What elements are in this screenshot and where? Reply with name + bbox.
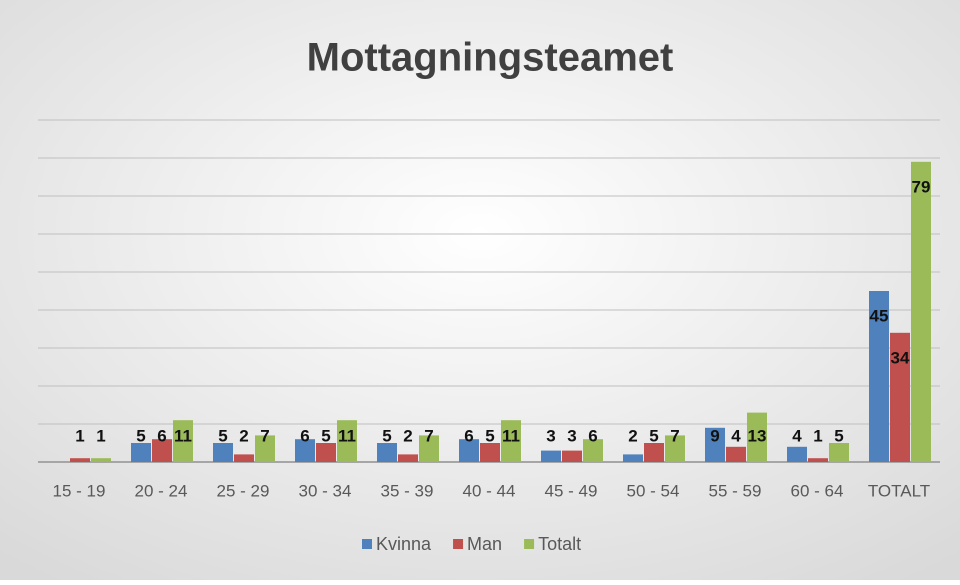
- legend-swatch: [362, 539, 372, 549]
- x-tick-label: 50 - 54: [627, 481, 680, 500]
- x-tick-label: 30 - 34: [299, 481, 352, 500]
- data-label: 4: [792, 426, 802, 445]
- data-label: 2: [403, 426, 412, 445]
- data-label: 2: [239, 426, 248, 445]
- x-tick-label: 35 - 39: [381, 481, 434, 500]
- data-label: 11: [338, 426, 356, 445]
- data-label: 3: [567, 426, 576, 445]
- legend-swatch: [453, 539, 464, 549]
- bar: [173, 420, 193, 462]
- bar: [91, 458, 111, 462]
- bar: [337, 420, 357, 462]
- bar: [152, 439, 172, 462]
- bar: [623, 454, 643, 462]
- data-label: 4: [731, 426, 741, 445]
- data-label: 9: [710, 426, 719, 445]
- data-label: 6: [300, 426, 309, 445]
- data-label: 5: [485, 426, 494, 445]
- data-label: 7: [424, 426, 433, 445]
- data-label: 1: [96, 426, 105, 445]
- x-tick-label: 60 - 64: [791, 481, 844, 500]
- x-tick-label: 20 - 24: [135, 481, 188, 500]
- bar: [131, 443, 151, 462]
- data-label: 5: [136, 426, 145, 445]
- data-label: 2: [628, 426, 637, 445]
- bar: [70, 458, 90, 462]
- data-label: 7: [670, 426, 679, 445]
- bar: [255, 435, 275, 462]
- data-label: 7: [260, 426, 269, 445]
- legend-label: Man: [467, 534, 502, 554]
- data-label: 11: [174, 426, 192, 445]
- bar: [829, 443, 849, 462]
- bar: [213, 443, 233, 462]
- bar: [726, 446, 746, 462]
- data-label: 5: [834, 426, 843, 445]
- data-label: 13: [748, 426, 767, 445]
- x-tick-label: 40 - 44: [463, 481, 516, 500]
- data-label: 3: [546, 426, 555, 445]
- data-label: 1: [75, 426, 84, 445]
- data-label: 79: [912, 177, 931, 196]
- x-tick-label: 15 - 19: [53, 481, 106, 500]
- bar: [459, 439, 479, 462]
- data-label: 5: [321, 426, 330, 445]
- x-tick-label: 45 - 49: [545, 481, 598, 500]
- bar: [398, 454, 418, 462]
- bar: [644, 443, 664, 462]
- data-label: 6: [157, 426, 166, 445]
- legend-label: Kvinna: [376, 534, 432, 554]
- bar: [295, 439, 315, 462]
- bar: [377, 443, 397, 462]
- bar: [869, 291, 889, 462]
- bar: [583, 439, 603, 462]
- bar: [787, 446, 807, 462]
- x-tick-label: 55 - 59: [709, 481, 762, 500]
- x-tick-label: TOTALT: [868, 481, 930, 500]
- legend-label: Totalt: [538, 534, 581, 554]
- data-label: 34: [891, 348, 910, 367]
- legend-swatch: [524, 539, 535, 549]
- bar: [480, 443, 500, 462]
- bar: [419, 435, 439, 462]
- data-label: 6: [464, 426, 473, 445]
- x-tick-label: 25 - 29: [217, 481, 270, 500]
- bar: [911, 161, 931, 463]
- data-label: 5: [382, 426, 391, 445]
- bar: [501, 420, 521, 462]
- bar: [808, 458, 828, 462]
- data-label: 6: [588, 426, 597, 445]
- data-label: 1: [813, 426, 822, 445]
- bar: [562, 450, 582, 462]
- bar: [316, 443, 336, 462]
- bar: [541, 450, 561, 462]
- data-label: 5: [218, 426, 227, 445]
- bar: [890, 332, 910, 462]
- bar: [234, 454, 254, 462]
- data-label: 5: [649, 426, 658, 445]
- bar: [747, 412, 767, 462]
- data-label: 11: [502, 426, 520, 445]
- chart-title: Mottagningsteamet: [307, 36, 674, 80]
- bar: [665, 435, 685, 462]
- bar: [705, 427, 725, 462]
- data-label: 45: [870, 306, 889, 325]
